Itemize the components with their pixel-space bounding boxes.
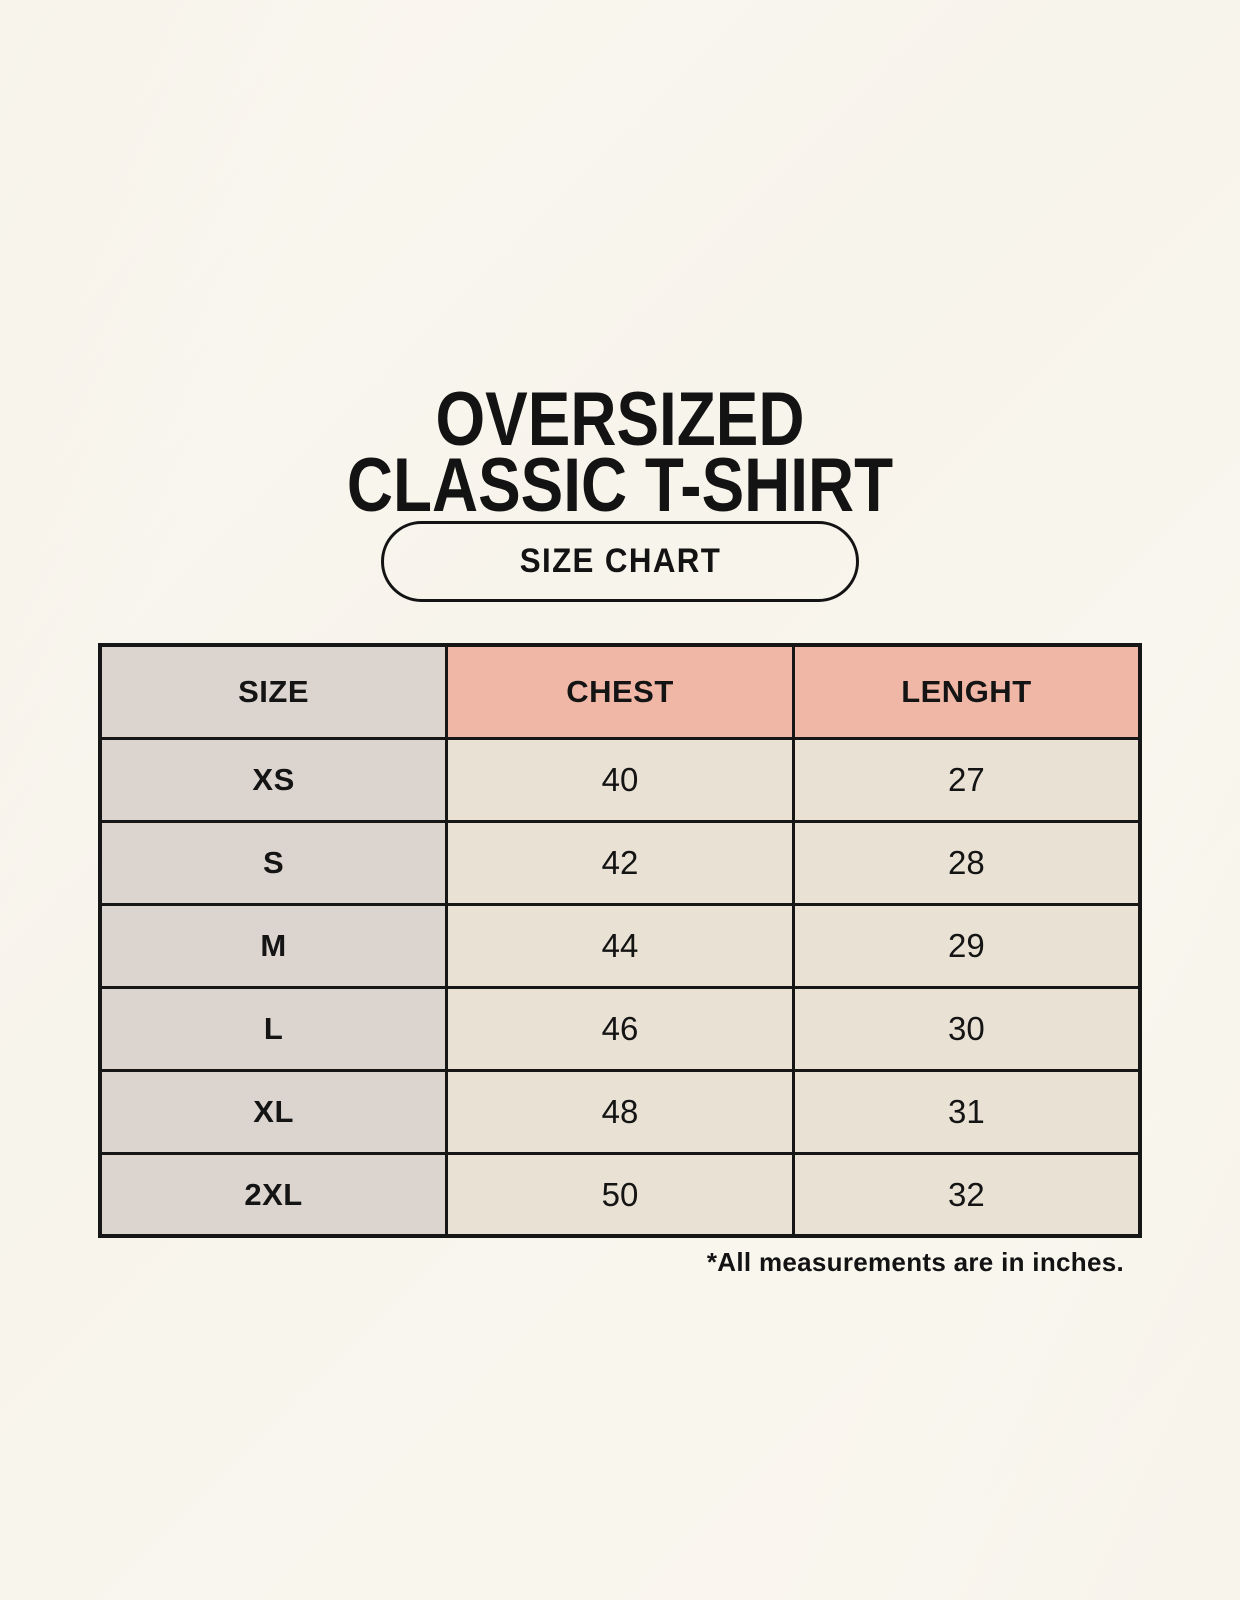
measurements-footnote: *All measurements are in inches. [706,1247,1124,1277]
chest-value-cell: 48 [445,1068,795,1155]
chest-value-cell: 46 [445,985,795,1072]
size-label-cell: XL [98,1068,449,1155]
page-title-line-2: CLASSIC T-SHIRT [346,442,894,528]
size-label-cell: XS [98,736,449,823]
header-cell-size: SIZE [98,643,449,740]
size-label-cell: S [98,819,449,906]
table-row-l: L 46 30 [98,985,1142,1072]
table-row-s: S 42 28 [98,819,1142,906]
size-label-cell: L [98,985,449,1072]
header-cell-chest: CHEST [445,643,795,740]
size-label-cell: 2XL [98,1151,449,1238]
size-chart-badge[interactable]: SIZE CHART [381,521,859,602]
table-row-2xl: 2XL 50 32 [98,1151,1142,1238]
table-header-row: SIZE CHEST LENGHT [98,643,1142,740]
size-label-cell: M [98,902,449,989]
table-header: SIZE CHEST LENGHT [98,643,1142,740]
chest-value-cell: 42 [445,819,795,906]
page-title: OVERSIZED CLASSIC T-SHIRT [0,376,1240,528]
lenght-value-cell: 28 [791,819,1142,906]
chest-value-cell: 50 [445,1151,795,1238]
lenght-value-cell: 32 [791,1151,1142,1238]
lenght-value-cell: 30 [791,985,1142,1072]
size-chart-badge-label: SIZE CHART [519,542,721,580]
lenght-value-cell: 29 [791,902,1142,989]
lenght-value-cell: 27 [791,736,1142,823]
chest-value-cell: 40 [445,736,795,823]
table-row-m: M 44 29 [98,902,1142,989]
table-row-xs: XS 40 27 [98,736,1142,823]
table-row-xl: XL 48 31 [98,1068,1142,1155]
header-cell-lenght: LENGHT [791,643,1142,740]
chest-value-cell: 44 [445,902,795,989]
lenght-value-cell: 31 [791,1068,1142,1155]
page-title-line-1: OVERSIZED [435,376,805,462]
size-chart-table: SIZE CHEST LENGHT XS 40 27 S 42 28 M 44 … [98,643,1142,1238]
table-body: XS 40 27 S 42 28 M 44 29 L 46 30 XL 48 3… [98,736,1142,1238]
